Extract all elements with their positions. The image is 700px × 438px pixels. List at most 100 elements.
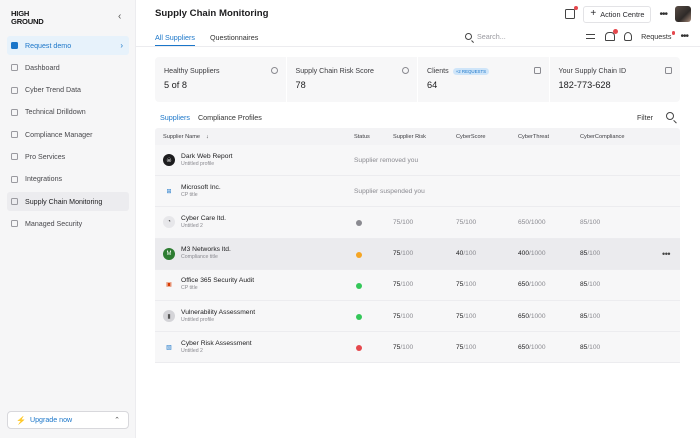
column-header: CyberThreat <box>518 134 580 140</box>
supplier-text: Office 365 Security Audit CP title <box>181 277 254 292</box>
table-row[interactable]: ▮ Vulnerability Assessment Untitled profil… <box>155 300 680 333</box>
table-search-icon[interactable] <box>666 112 674 120</box>
column-header-label: CyberCompliance <box>580 133 625 140</box>
supplier-text: Vulnerability Assessment Untitled profile <box>181 309 255 324</box>
score-total: /100 <box>463 343 477 351</box>
table-row[interactable]: ▧ Cyber Risk Assessment Untitled 2 75/100 75… <box>155 332 680 364</box>
gift-icon[interactable] <box>565 6 579 19</box>
column-header[interactable]: Supplier Name ↓ <box>155 134 354 140</box>
cyber-care-icon: ◔ <box>163 216 175 229</box>
notification-icon[interactable] <box>605 29 619 41</box>
compliance-value: 85 <box>580 250 588 258</box>
table-row[interactable]: ☠ Dark Web Report Untitled profile Supplier… <box>155 145 680 177</box>
search-icon <box>465 33 472 40</box>
search-placeholder: Search... <box>477 32 506 41</box>
table-row[interactable]: M M3 Networks ltd. Compliance title 75/100 4… <box>155 238 680 270</box>
status-green-icon <box>356 314 362 321</box>
sidebar-item-managed-security[interactable]: Managed Security <box>7 214 129 233</box>
upgrade-button[interactable]: ⚡ Upgrade now ⌃ <box>7 411 129 429</box>
supplier-profile: Untitled 2 <box>181 222 203 229</box>
tab-all-suppliers[interactable]: All Suppliers <box>155 31 195 46</box>
supplier-name[interactable]: Dark Web Report <box>181 152 233 160</box>
requests-button[interactable]: Requests <box>641 31 676 41</box>
supplier-name[interactable]: Vulnerability Assessment <box>181 308 256 316</box>
search-input[interactable]: Search... <box>465 32 506 41</box>
info-icon <box>402 67 409 74</box>
sidebar-item-technical-drilldown[interactable]: Technical Drilldown <box>7 103 129 122</box>
supplier-name[interactable]: Cyber Risk Assessment <box>181 339 252 347</box>
supplier-cell: ▣ Office 365 Security Audit CP title <box>155 277 354 292</box>
column-header-label: CyberThreat <box>518 133 550 140</box>
logo-line-1: HIGH <box>11 9 30 18</box>
threat-value: 650 <box>518 281 530 289</box>
table-row[interactable]: ⊞ Microsoft Inc. CP title Supplier suspende… <box>155 176 680 208</box>
supplier-name[interactable]: Microsoft Inc. <box>181 183 221 191</box>
score-cell: 75/100 <box>456 219 518 226</box>
threat-value: 650 <box>518 343 530 351</box>
sidebar-item-label: Managed Security <box>25 219 83 228</box>
filter-button[interactable]: Filter <box>637 113 653 122</box>
chevron-right-icon: › <box>120 41 123 50</box>
compliance-total: /100 <box>587 343 601 351</box>
compliance-total: /100 <box>587 281 601 289</box>
table-row[interactable]: ▣ Office 365 Security Audit CP title 75/100… <box>155 269 680 301</box>
upgrade-label: Upgrade now <box>29 416 73 424</box>
supplier-name[interactable]: Office 365 Security Audit <box>181 277 255 285</box>
external-link-icon[interactable] <box>533 67 541 74</box>
sidebar-item-cyber-trend-data[interactable]: Cyber Trend Data <box>7 81 129 100</box>
summary-card: Clients +2 REQUESTS 64 <box>418 57 550 102</box>
sort-arrow-icon[interactable]: ↓ <box>206 133 209 140</box>
supplier-name[interactable]: Cyber Care ltd. <box>181 214 226 222</box>
row-more-icon[interactable]: ••• <box>662 248 670 259</box>
score-value: 75 <box>456 312 464 320</box>
settings-sliders-icon[interactable] <box>586 32 596 41</box>
sidebar-item-label: Technical Drilldown <box>25 108 86 117</box>
toolbar-more-icon[interactable]: ••• <box>680 31 688 42</box>
collapse-sidebar-icon[interactable]: ‹ <box>118 11 122 22</box>
supplier-text: Cyber Care ltd. Untitled 2 <box>181 215 226 230</box>
sidebar-item-label: Cyber Trend Data <box>25 86 81 95</box>
table-row[interactable]: ◔ Cyber Care ltd. Untitled 2 75/100 75/100 65… <box>155 207 680 239</box>
threat-total: /1000 <box>529 343 546 351</box>
logo[interactable]: HIGH GROUND <box>11 10 51 26</box>
avatar[interactable] <box>675 6 691 22</box>
score-cell: 75/100 <box>456 281 518 288</box>
column-header-label: Status <box>354 133 370 140</box>
score-cell: 40/100 <box>456 250 518 257</box>
supplier-cell: ☠ Dark Web Report Untitled profile <box>155 153 354 168</box>
sidebar-item-dashboard[interactable]: Dashboard <box>7 58 129 77</box>
office-icon: ▣ <box>166 282 172 289</box>
threat-cell: 400/1000 <box>518 250 580 257</box>
risk-cell: 75/100 <box>393 344 456 351</box>
action-centre-button[interactable]: + Action Centre <box>583 5 652 23</box>
score-total: /100 <box>463 218 477 226</box>
supplier-text: M3 Networks ltd. Compliance title <box>181 246 231 261</box>
risk-total: /100 <box>400 281 414 289</box>
sidebar-item-supply-chain-monitoring[interactable]: Supply Chain Monitoring <box>7 192 129 212</box>
people-icon[interactable] <box>624 32 633 41</box>
copy-icon[interactable] <box>665 67 672 74</box>
dashboard-icon <box>11 64 18 72</box>
lock-icon <box>11 220 18 228</box>
logo-line-2: GROUND <box>11 17 44 26</box>
supplier-name[interactable]: M3 Networks ltd. <box>181 246 231 254</box>
sidebar-item-pro-services[interactable]: Pro Services <box>7 147 129 166</box>
column-header-label: Supplier Name <box>163 133 200 140</box>
compliance-cell: 85/100 <box>580 219 642 226</box>
compliance-value: 85 <box>580 312 588 320</box>
sidebar-item-compliance-manager[interactable]: Compliance Manager <box>7 125 129 144</box>
sidebar-item-integrations[interactable]: Integrations <box>7 170 129 189</box>
card-value: 78 <box>295 80 306 90</box>
status-orange-icon <box>356 251 362 258</box>
compliance-cell: 85/100 <box>580 250 642 257</box>
building-icon: ▮ <box>163 310 175 323</box>
tab-questionnaires[interactable]: Questionnaires <box>209 33 259 42</box>
more-icon[interactable]: ••• <box>659 8 667 20</box>
subtab-compliance-profiles[interactable]: Compliance Profiles <box>197 113 262 122</box>
action-centre-label: Action Centre <box>600 9 645 19</box>
sidebar-item-request-demo[interactable]: Request demo › <box>7 36 129 55</box>
subtab-suppliers[interactable]: Suppliers <box>160 113 190 122</box>
score-value: 75 <box>456 281 464 289</box>
document-icon: ▧ <box>166 344 172 351</box>
threat-cell: 650/1000 <box>518 281 580 288</box>
